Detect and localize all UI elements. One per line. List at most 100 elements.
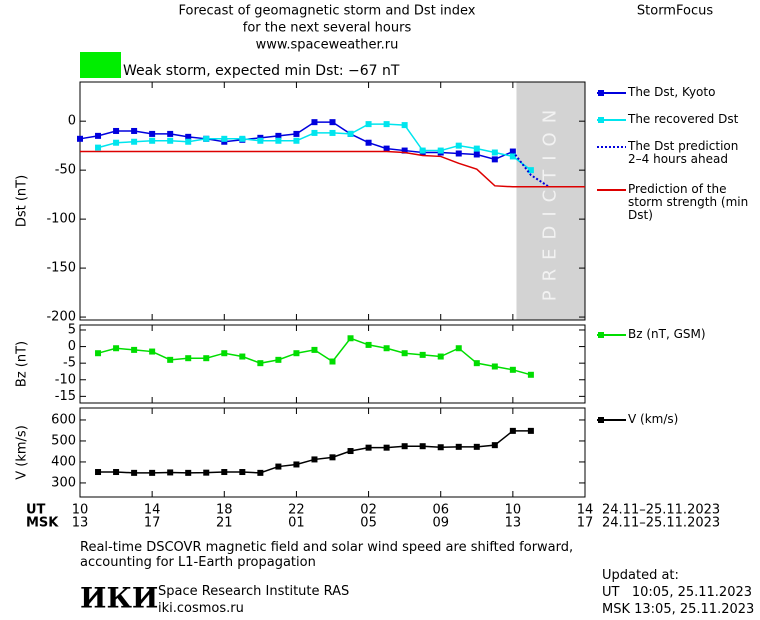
data-point <box>77 135 83 142</box>
data-point <box>185 138 192 145</box>
data-point <box>167 130 174 137</box>
title: Forecast of geomagnetic storm and Dst in… <box>178 4 475 19</box>
y-tick-label: 5 <box>68 322 76 337</box>
data-point <box>455 150 462 157</box>
legend-label: The recovered Dst <box>628 112 739 126</box>
prediction-region <box>516 82 585 320</box>
data-point <box>257 137 264 144</box>
data-point <box>383 444 390 451</box>
data-point <box>149 469 156 476</box>
subtitle: www.spaceweather.ru <box>256 38 399 53</box>
data-point <box>401 147 408 154</box>
data-point <box>311 456 318 463</box>
data-point <box>95 144 102 151</box>
data-point <box>293 461 300 468</box>
x-tick-label: 14 <box>144 503 161 518</box>
data-point <box>491 363 498 370</box>
x-tick-label: 14 <box>577 503 594 518</box>
data-point <box>203 469 210 476</box>
msk-label: MSK <box>26 516 59 531</box>
data-point <box>527 371 534 378</box>
data-point <box>491 442 498 449</box>
y-tick-label: 0 <box>68 339 76 354</box>
data-point <box>131 346 138 353</box>
data-point <box>509 427 516 434</box>
data-point <box>527 167 534 174</box>
data-point <box>383 345 390 352</box>
data-point <box>365 341 372 348</box>
annotation: Weak storm, expected min Dst: −67 nT <box>123 63 400 79</box>
y-axis-label: Bz (nT) <box>15 341 30 387</box>
data-point <box>365 139 372 146</box>
prediction-label: PREDICTION <box>540 101 561 301</box>
y-tick-label: -150 <box>46 261 76 276</box>
note: Real-time DSCOVR magnetic field and sola… <box>80 540 574 570</box>
x-tick-label-msk: 17 <box>144 516 161 531</box>
x-tick-label-msk: 05 <box>360 516 377 531</box>
data-point <box>149 348 156 355</box>
x-tick-label-msk: 13 <box>72 516 89 531</box>
x-tick-label-msk: 01 <box>288 516 305 531</box>
y-tick-label: 600 <box>51 412 76 427</box>
data-point <box>293 137 300 144</box>
data-point <box>221 469 228 476</box>
data-point <box>95 132 102 139</box>
legend-label: Bz (nT, GSM) <box>628 327 706 341</box>
data-point <box>113 127 120 134</box>
data-point <box>203 355 210 362</box>
data-point <box>419 351 426 358</box>
x-tick-label: 06 <box>432 503 449 518</box>
data-point <box>239 469 246 476</box>
data-point <box>473 360 480 367</box>
y-tick-label: -10 <box>55 372 76 387</box>
data-point <box>329 119 336 126</box>
legend-label: Prediction of the storm strength (min Ds… <box>628 182 749 222</box>
legend-marker <box>598 332 604 338</box>
y-tick-label: -15 <box>55 389 76 404</box>
data-point <box>437 147 444 154</box>
x-tick-label: 10 <box>72 503 89 518</box>
data-point <box>473 151 480 158</box>
data-point <box>257 469 264 476</box>
series-line <box>97 337 532 376</box>
data-point <box>185 355 192 362</box>
data-point <box>185 133 192 140</box>
data-point <box>437 444 444 451</box>
annotation-swatch <box>80 52 121 78</box>
series-line <box>98 430 531 474</box>
data-point <box>203 135 210 142</box>
x-tick-label-msk: 13 <box>505 516 522 531</box>
x-tick-label-msk: 09 <box>432 516 449 531</box>
y-tick-label: -5 <box>63 356 76 371</box>
data-point <box>131 127 138 134</box>
plot-frame <box>79 81 586 321</box>
data-point <box>455 443 462 450</box>
y-tick-label: 300 <box>51 475 76 490</box>
plot-frame <box>79 407 586 498</box>
data-point <box>293 130 300 137</box>
legend-marker <box>598 90 604 96</box>
data-point <box>149 130 156 137</box>
data-point <box>491 156 498 163</box>
data-point <box>419 147 426 154</box>
msk-dates: 24.11–25.11.2023 <box>602 516 720 531</box>
data-point <box>113 139 120 146</box>
series-line <box>80 150 585 188</box>
site: iki.cosmos.ru <box>158 601 244 616</box>
data-point <box>437 353 444 360</box>
data-point <box>527 427 534 434</box>
data-point <box>329 454 336 461</box>
y-tick-label: 0 <box>68 114 76 129</box>
data-point <box>401 122 408 129</box>
y-tick-label: -200 <box>46 310 76 325</box>
data-point <box>455 142 462 149</box>
ut-dates: 24.11–25.11.2023 <box>602 503 720 518</box>
updated-msk: MSK 13:05, 25.11.2023 <box>602 602 755 617</box>
x-tick-label: 10 <box>505 503 522 518</box>
data-point <box>383 121 390 128</box>
data-point <box>95 350 102 357</box>
data-point <box>131 138 138 145</box>
x-tick-label-msk: 17 <box>577 516 594 531</box>
